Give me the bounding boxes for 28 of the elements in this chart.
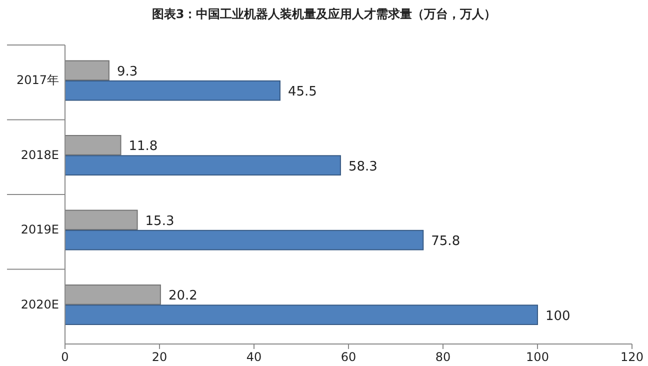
data-label: 75.8 xyxy=(431,234,460,250)
y-tick-label: 2019E xyxy=(20,222,59,237)
y-tick-label: 2020E xyxy=(20,297,59,312)
bar xyxy=(64,80,280,101)
x-tick-label: 20 xyxy=(152,350,168,364)
y-tick-label: 2018E xyxy=(20,148,59,162)
data-label: 20.2 xyxy=(168,288,198,304)
x-tick-label: 0 xyxy=(61,350,69,364)
x-tick-label: 100 xyxy=(526,350,549,364)
bar xyxy=(64,210,138,230)
data-label: 11.8 xyxy=(128,139,158,154)
x-tick-label: 80 xyxy=(435,350,451,364)
bar xyxy=(64,230,424,250)
bar xyxy=(64,284,161,305)
x-tick-label: 60 xyxy=(340,350,356,364)
bar xyxy=(64,60,110,81)
bar xyxy=(64,135,122,156)
x-tick-label: 40 xyxy=(246,350,262,364)
chart-title: 图表3：中国工业机器人装机量及应用人才需求量（万台，万人） xyxy=(152,7,496,21)
data-label: 15.3 xyxy=(145,214,174,229)
data-label: 45.5 xyxy=(288,84,317,100)
data-label: 58.3 xyxy=(348,159,378,174)
data-label: 100 xyxy=(546,308,570,324)
data-label: 9.3 xyxy=(116,64,138,80)
x-tick-label: 120 xyxy=(620,350,644,364)
bar xyxy=(64,155,341,176)
bar xyxy=(64,304,538,326)
y-tick-label: 2017年 xyxy=(16,73,59,88)
